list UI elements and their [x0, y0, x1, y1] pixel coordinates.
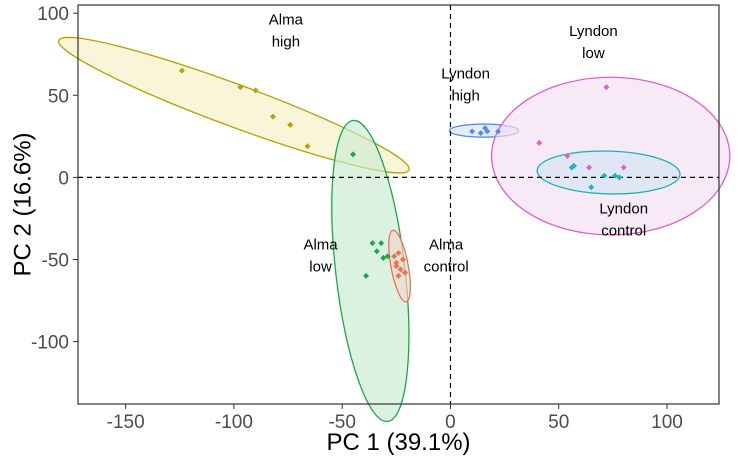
data-point-alma-control-5 [395, 272, 402, 279]
group-label-line: Alma [429, 237, 464, 254]
group-label-lyndon-high: Lyndon high [441, 66, 490, 105]
x-tick-label: -50 [328, 412, 355, 433]
group-label-lyndon-control: Lyndon control [599, 200, 648, 239]
data-point-alma-high-0 [178, 67, 185, 74]
ellipse-lyndon-control [536, 150, 681, 195]
group-label-line: Lyndon [569, 23, 618, 40]
y-tick-label: 50 [48, 86, 69, 107]
point-layer [178, 67, 627, 279]
data-point-alma-control-3 [397, 266, 404, 273]
ellipse-alma-control [388, 229, 411, 303]
data-point-alma-high-2 [252, 87, 259, 94]
data-point-lyndon-high-4 [495, 128, 502, 135]
data-point-lyndon-low-1 [536, 139, 543, 146]
group-label-line: low [582, 45, 605, 62]
data-point-lyndon-control-2 [588, 184, 595, 191]
data-point-alma-high-5 [304, 143, 311, 150]
group-label-line: Alma [303, 237, 338, 254]
data-point-alma-low-2 [373, 248, 380, 255]
x-axis-title: PC 1 (39.1%) [326, 429, 470, 456]
data-point-alma-low-1 [369, 240, 376, 247]
y-tick-label: -100 [31, 333, 69, 354]
group-label-line: control [601, 222, 646, 239]
data-point-alma-control-7 [393, 263, 400, 270]
group-label-line: Lyndon [441, 66, 490, 83]
data-point-alma-low-3 [378, 240, 385, 247]
y-tick-label: 0 [58, 168, 69, 189]
x-tick-label: 100 [651, 412, 683, 433]
data-point-lyndon-control-5 [616, 174, 623, 181]
x-tick-label: 50 [548, 412, 569, 433]
data-point-lyndon-low-3 [586, 164, 593, 171]
group-label-lyndon-low: Lyndon low [569, 23, 618, 62]
x-tick-label: -150 [107, 412, 145, 433]
data-point-lyndon-control-1 [570, 162, 577, 169]
data-point-lyndon-high-0 [469, 128, 476, 135]
data-point-lyndon-low-4 [620, 164, 627, 171]
data-point-alma-high-4 [287, 121, 294, 128]
data-point-alma-low-0 [350, 151, 357, 158]
group-label-line: low [309, 259, 332, 276]
data-point-alma-control-2 [393, 259, 400, 266]
x-tick-label: -100 [215, 412, 253, 433]
group-label-alma-control: Alma control [424, 237, 469, 276]
x-tick-label: 0 [445, 412, 456, 433]
data-point-alma-control-0 [391, 253, 398, 260]
data-point-lyndon-low-0 [603, 84, 610, 91]
data-point-alma-control-6 [401, 269, 408, 276]
tick-layer: -150 -100 -50 0 50 100 -100 -50 0 50 100 [31, 4, 683, 433]
y-axis-title: PC 2 (16.6%) [9, 132, 36, 276]
y-tick-label: 100 [37, 4, 69, 25]
data-point-alma-high-1 [237, 84, 244, 91]
group-label-line: high [451, 88, 479, 105]
reference-lines [78, 5, 719, 404]
data-point-alma-control-1 [395, 249, 402, 256]
data-point-alma-control-4 [399, 256, 406, 263]
data-point-lyndon-control-3 [601, 172, 608, 179]
group-label-line: Alma [269, 12, 304, 29]
group-label-line: control [424, 259, 469, 276]
group-label-line: Lyndon [599, 200, 648, 217]
group-label-line: high [272, 34, 300, 51]
data-point-alma-low-6 [384, 253, 391, 260]
group-label-alma-high: Alma high [269, 12, 304, 51]
y-tick-label: -50 [42, 251, 69, 272]
data-point-lyndon-high-3 [484, 128, 491, 135]
data-point-alma-low-5 [363, 272, 370, 279]
data-point-lyndon-high-1 [477, 130, 484, 137]
plot-frame [77, 4, 720, 405]
data-point-lyndon-low-2 [564, 153, 571, 160]
group-label-alma-low: Alma low [303, 237, 338, 276]
data-point-alma-high-3 [269, 113, 276, 120]
ellipse-layer [57, 36, 731, 423]
